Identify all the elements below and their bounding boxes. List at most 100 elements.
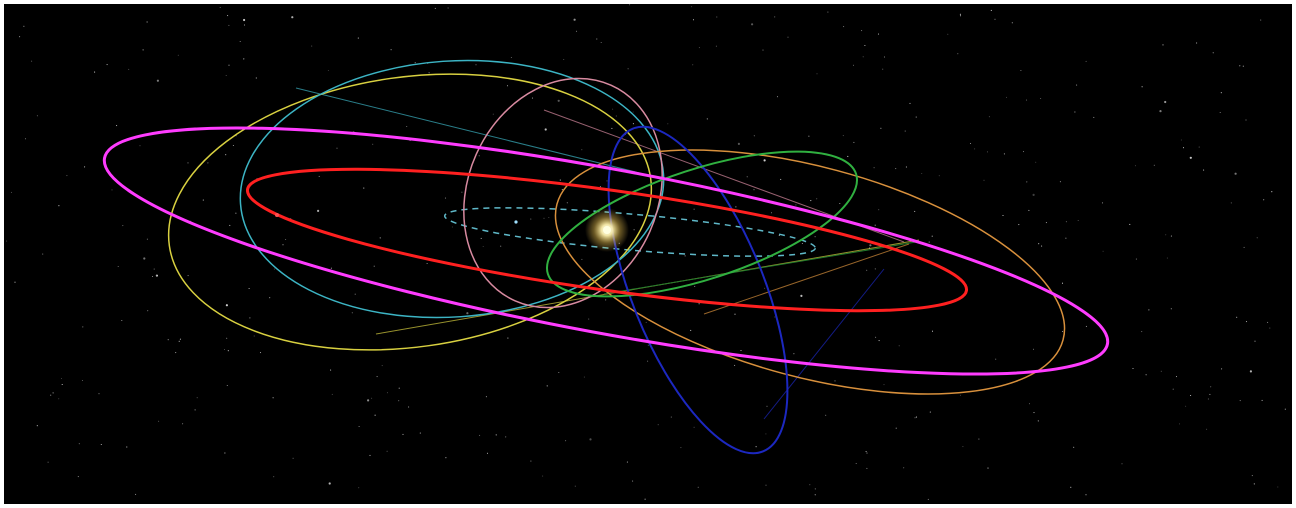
star — [1022, 151, 1025, 153]
star — [589, 438, 592, 441]
star — [864, 44, 866, 47]
star — [795, 204, 797, 206]
star — [386, 392, 389, 394]
star — [843, 26, 845, 28]
star — [248, 287, 250, 290]
star — [226, 337, 228, 339]
star — [546, 385, 548, 387]
star — [1242, 65, 1244, 67]
star — [988, 116, 990, 118]
star — [1159, 110, 1162, 113]
star — [259, 352, 262, 354]
star — [684, 255, 686, 257]
star — [58, 205, 60, 207]
star — [931, 235, 933, 237]
star — [929, 411, 931, 413]
star — [825, 414, 827, 416]
star — [414, 62, 416, 64]
star — [1011, 22, 1013, 24]
star — [42, 253, 44, 255]
star — [657, 424, 659, 426]
star — [734, 313, 736, 315]
star — [1277, 486, 1279, 488]
star — [543, 217, 545, 219]
star — [931, 330, 934, 332]
star — [827, 11, 829, 13]
star — [351, 312, 353, 314]
star — [632, 123, 634, 125]
star — [865, 451, 867, 453]
star — [24, 138, 27, 140]
star — [367, 399, 370, 402]
star — [914, 210, 916, 212]
star — [909, 102, 911, 104]
star — [647, 360, 649, 362]
star — [1175, 376, 1178, 378]
star — [1203, 169, 1205, 171]
star — [557, 99, 560, 102]
star — [1207, 398, 1209, 400]
star — [667, 123, 669, 125]
star — [959, 394, 962, 396]
star — [1172, 388, 1174, 390]
star — [229, 224, 231, 226]
star — [19, 36, 21, 38]
star — [179, 338, 181, 340]
star — [1065, 237, 1067, 239]
star — [1190, 394, 1192, 397]
star — [959, 13, 961, 15]
star — [778, 234, 780, 236]
star — [1005, 96, 1008, 98]
star — [873, 167, 875, 169]
star — [563, 58, 565, 61]
star — [475, 64, 477, 66]
star — [530, 460, 532, 462]
star — [1239, 400, 1241, 402]
star — [866, 269, 868, 271]
star — [196, 397, 198, 399]
star — [1185, 405, 1187, 407]
star — [81, 379, 84, 382]
star — [225, 304, 228, 307]
star — [273, 268, 275, 270]
star — [78, 443, 80, 445]
star — [1249, 370, 1252, 373]
star — [959, 15, 962, 17]
star — [480, 237, 482, 239]
star — [1178, 423, 1181, 425]
blue-orbit — [607, 125, 789, 455]
star — [762, 49, 764, 51]
star — [292, 457, 294, 459]
star — [1239, 65, 1241, 67]
star — [606, 180, 608, 182]
star — [751, 23, 754, 26]
star — [735, 206, 737, 208]
star — [426, 262, 428, 265]
star — [311, 45, 313, 47]
star — [1134, 165, 1137, 167]
star — [1032, 193, 1035, 196]
star — [1025, 99, 1028, 101]
star — [117, 265, 119, 268]
dashed-inner-orbit — [443, 207, 817, 257]
star — [1284, 408, 1286, 410]
star — [878, 340, 880, 342]
star — [156, 79, 159, 82]
star — [61, 383, 63, 386]
star — [1028, 209, 1030, 211]
star — [878, 209, 880, 211]
star — [990, 9, 992, 11]
star — [178, 340, 180, 342]
star — [52, 392, 54, 394]
pink-orbit — [463, 77, 663, 309]
star — [1141, 86, 1143, 88]
star — [36, 425, 38, 427]
star — [1121, 463, 1123, 465]
star — [398, 400, 400, 402]
star — [495, 434, 497, 436]
star — [809, 484, 811, 486]
star — [461, 191, 463, 193]
star — [692, 19, 695, 21]
star — [938, 175, 940, 177]
star — [1162, 44, 1164, 46]
